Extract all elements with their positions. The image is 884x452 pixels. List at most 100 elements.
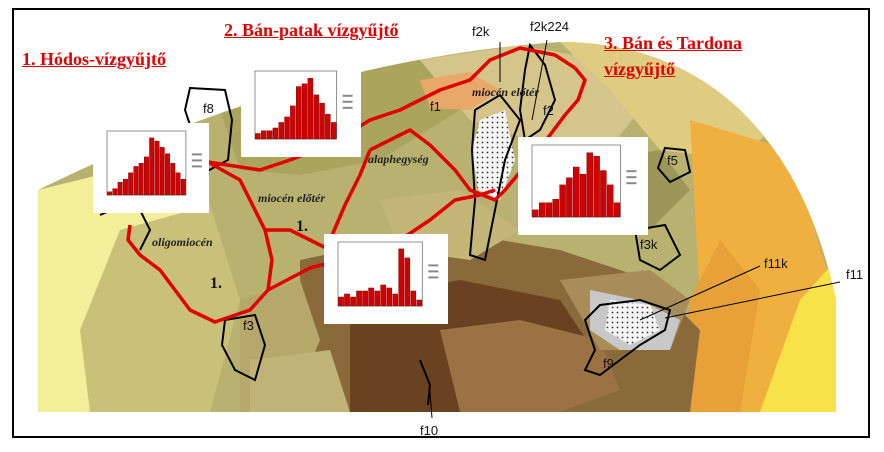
histogram-bar	[398, 248, 405, 307]
histogram-bar	[593, 156, 600, 218]
label-f8: f8	[203, 101, 214, 116]
watershed-boundaries	[126, 46, 587, 324]
histogram-bar	[404, 257, 411, 307]
histogram-bar	[319, 102, 325, 140]
histogram-bar	[296, 86, 302, 140]
histogram-bar	[350, 296, 356, 307]
legend-mark	[191, 153, 202, 156]
histogram-bar	[159, 147, 165, 196]
label-f2k: f2k	[472, 24, 490, 39]
histogram-bar	[255, 133, 261, 140]
label-f11k: f11k	[764, 256, 788, 271]
histogram-bar	[539, 202, 546, 218]
histogram-bar	[368, 287, 374, 307]
histogram-bar	[128, 172, 134, 196]
histogram-bar	[566, 177, 573, 218]
histogram-bar	[180, 178, 186, 196]
label-f10: f10	[420, 423, 439, 438]
histogram-bar	[272, 127, 279, 140]
number-one-b: 1.	[296, 218, 308, 235]
title-ban-tardona-line1: 3. Bán és Tardona	[604, 33, 743, 53]
label-f2k224: f2k224	[530, 19, 570, 34]
histogram-panel	[93, 123, 209, 213]
histogram-bar	[266, 130, 273, 140]
histogram-bar	[392, 293, 399, 307]
zone-miocen-eloter-left: miocén előtér	[258, 191, 325, 205]
histogram-bar	[112, 188, 118, 196]
histogram-bar	[559, 184, 566, 218]
map-frame	[12, 8, 870, 438]
histogram-bar	[380, 284, 386, 307]
legend-mark	[428, 264, 439, 267]
legend-mark	[342, 100, 353, 103]
histogram-panel	[241, 63, 361, 157]
histogram-bar	[313, 94, 319, 140]
histogram-bar	[338, 296, 344, 307]
histogram-bar	[301, 83, 308, 140]
histogram-bar	[600, 170, 607, 218]
histogram-bar	[579, 173, 587, 218]
leader-lines	[429, 39, 841, 419]
histogram-bar	[374, 290, 380, 307]
histogram-bar	[122, 178, 128, 196]
histogram-bar	[278, 122, 284, 140]
legend-mark	[626, 182, 637, 185]
histogram-bar	[144, 156, 149, 196]
histogram-bar	[107, 191, 113, 196]
title-hodos: 1. Hódos-vízgyűjtő	[22, 49, 166, 69]
legend-mark	[626, 176, 637, 179]
legend-mark	[191, 159, 202, 162]
histogram-bar	[386, 287, 392, 307]
legend-mark	[626, 170, 637, 173]
histogram-bar	[117, 182, 123, 196]
label-f2: f2	[543, 103, 554, 118]
histogram-bar	[133, 166, 139, 196]
zone-miocen-eloter-right: miocén előtér	[472, 85, 539, 99]
histogram-panels	[93, 63, 648, 324]
histogram-bar	[154, 140, 160, 196]
histogram-bar	[607, 184, 614, 218]
histogram-bar	[325, 113, 331, 140]
label-f11: f11	[846, 267, 864, 282]
histogram-bar	[138, 163, 144, 196]
number-one-a: 1.	[210, 275, 222, 292]
histogram-bar	[586, 152, 593, 218]
histogram-bar	[290, 105, 296, 140]
histogram-bar	[261, 130, 267, 140]
histogram-bar	[330, 122, 337, 140]
label-f1: f1	[430, 99, 441, 114]
label-f3: f3	[243, 318, 254, 333]
legend-mark	[342, 94, 353, 97]
histogram-bar	[165, 153, 170, 196]
histogram-bar	[284, 116, 290, 140]
histogram-bar	[307, 78, 314, 140]
histogram-panel	[324, 234, 448, 324]
histogram-bar	[344, 293, 350, 307]
legend-mark	[428, 276, 439, 279]
histogram-bar	[149, 137, 155, 196]
histogram-bar	[613, 202, 621, 218]
histogram-panel	[518, 137, 648, 235]
legend-mark	[342, 106, 353, 109]
histogram-bar	[416, 299, 423, 307]
label-f9: f9	[603, 356, 614, 371]
histogram-bar	[545, 202, 553, 218]
legend-mark	[428, 270, 439, 273]
label-f5: f5	[667, 153, 678, 168]
subcatchment-boundaries	[99, 42, 692, 406]
histogram-bar	[532, 209, 539, 218]
histogram-bar	[552, 198, 559, 218]
histogram-bar	[170, 163, 176, 196]
histogram-bar	[573, 166, 580, 218]
zone-alaphegyseg: alaphegység	[368, 152, 429, 166]
histogram-bar	[356, 290, 362, 307]
histogram-bar	[175, 172, 181, 196]
title-ban-tardona-line2: vízgyűjtő	[604, 59, 675, 79]
legend-mark	[191, 165, 202, 168]
histogram-bar	[410, 290, 417, 307]
zone-oligomiocen: oligomiocén	[152, 235, 213, 249]
label-f3k: f3k	[640, 237, 658, 252]
histogram-bar	[362, 290, 368, 307]
